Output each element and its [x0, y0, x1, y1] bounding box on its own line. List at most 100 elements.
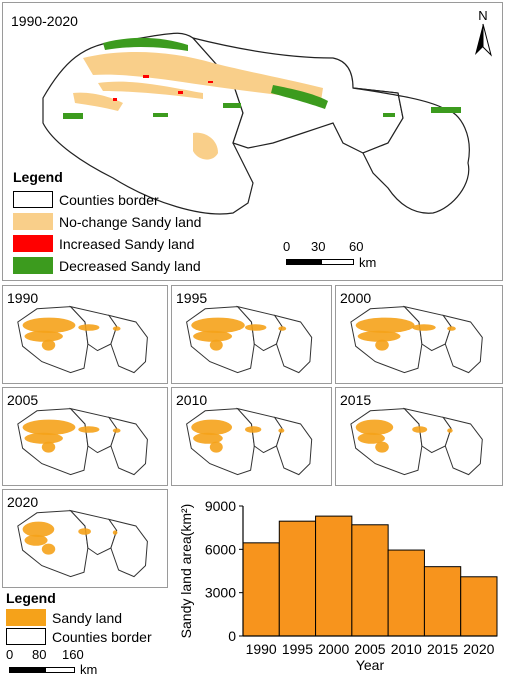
legend-label-sandy: Sandy land [52, 609, 123, 626]
sandy-land-patch [22, 419, 76, 435]
main-legend-item-counties: Counties border [13, 191, 159, 208]
sandy-land-patch [357, 432, 385, 444]
small-scale-tick-0: 0 [6, 647, 14, 662]
legend-label-counties: Counties border [59, 191, 159, 208]
sandy-land-patch [24, 432, 63, 444]
sandy-land-patch [193, 330, 233, 342]
main-scale-bar-black [286, 259, 321, 265]
x-tick-label: 2000 [318, 641, 349, 657]
year-map-title-2020: 2020 [7, 494, 39, 510]
bar-2020 [460, 576, 498, 637]
sandy-land-patch [278, 326, 287, 331]
decreased-sandy-patches [63, 37, 461, 119]
sandy-land-patch [22, 317, 76, 333]
year-map-panel-1990: 1990 [2, 285, 168, 384]
sandy-land-patch [22, 521, 55, 537]
x-tick-label: 1995 [282, 641, 313, 657]
bar-2015 [423, 566, 462, 637]
sandy-land-patch [375, 441, 389, 453]
small-scale-bar-white [45, 667, 75, 673]
main-legend-item-decreased: Decreased Sandy land [13, 257, 201, 274]
small-legend-item-counties: Counties border [6, 628, 152, 645]
legend-label-increased: Increased Sandy land [59, 235, 195, 252]
year-map-title-2000: 2000 [340, 290, 372, 306]
north-arrow: N [471, 7, 495, 59]
year-map-title-2015: 2015 [340, 392, 372, 408]
sandy-land-patch [245, 324, 267, 331]
county-border-east [352, 87, 470, 214]
y-tick-label: 3000 [205, 585, 236, 601]
sandy-area-bar-chart: 0 3000 6000 9000 1990 1995 2000 2005 2010 2015 202… [178, 498, 498, 673]
year-map-canvas-2005 [17, 407, 148, 476]
county-border-east [273, 314, 313, 374]
bar-1995 [278, 520, 317, 637]
y-tick-label: 9000 [205, 498, 236, 514]
bar-2010 [387, 549, 425, 637]
legend-swatch-nochange [13, 213, 53, 230]
bar-1990 [242, 542, 280, 637]
main-scale-bar: 0 30 60 km [281, 239, 391, 273]
main-scale-tick-30: 30 [311, 239, 326, 254]
bar-2000 [315, 515, 353, 637]
sandy-land-patch [447, 326, 456, 331]
sandy-land-patch [355, 419, 394, 435]
x-axis-title: Year [356, 657, 385, 673]
x-tick-label: 2010 [391, 641, 422, 657]
legend-swatch-sandy [6, 609, 46, 626]
sandy-land-patch [191, 317, 245, 333]
sandy-land-patch [112, 326, 121, 331]
x-tick-label: 2005 [354, 641, 385, 657]
sandy-land-patch [355, 317, 415, 333]
sandy-land-patch [278, 428, 285, 433]
small-scale-bar-black [9, 667, 45, 673]
county-border-east [273, 416, 313, 476]
main-scale-bar-white [321, 259, 354, 265]
county-border-east [107, 416, 148, 476]
year-map-panel-2000: 2000 [335, 285, 503, 384]
increased-sandy-patches [113, 75, 213, 101]
year-map-canvas-2020 [17, 509, 148, 578]
legend-swatch-decreased [13, 257, 53, 274]
sandy-land-patches [73, 51, 323, 160]
main-legend-item-increased: Increased Sandy land [13, 235, 194, 252]
county-border-east [442, 314, 483, 374]
year-map-canvas-1995 [186, 305, 313, 374]
y-tick-label: 0 [228, 628, 236, 644]
year-map-panel-2020: 2020 [2, 489, 168, 588]
county-border-east [107, 314, 148, 374]
year-map-title-1990: 1990 [7, 290, 39, 306]
sandy-land-patch [447, 428, 453, 433]
sandy-land-patch [191, 419, 233, 435]
legend-swatch-small-counties [6, 628, 46, 645]
sandy-land-patch [209, 339, 223, 351]
main-map-period-title: 1990-2020 [11, 13, 78, 29]
small-legend-item-sandy: Sandy land [6, 609, 122, 626]
year-map-panel-2015: 2015 [335, 387, 503, 486]
small-scale-tick-160: 160 [62, 647, 84, 662]
bar-2005 [351, 524, 389, 637]
year-map-canvas-2010 [186, 407, 313, 476]
sandy-land-patch [193, 432, 223, 444]
main-map-panel: 1990-2020 N [2, 2, 503, 281]
small-legend-title: Legend [6, 590, 56, 606]
sandy-land-patch [78, 324, 100, 331]
main-legend-item-nochange: No-change Sandy land [13, 213, 201, 230]
main-scale-tick-60: 60 [349, 239, 364, 254]
sandy-land-patch [41, 543, 56, 555]
sandy-land-patch [41, 441, 56, 453]
legend-swatch-increased [13, 235, 53, 252]
year-map-panel-2010: 2010 [171, 387, 332, 486]
sandy-land-patch [357, 330, 401, 342]
north-label: N [478, 8, 487, 23]
y-tick-label: 6000 [205, 541, 236, 557]
main-scale-tick-0: 0 [283, 239, 291, 254]
year-map-title-2010: 2010 [176, 392, 208, 408]
county-border-east [442, 416, 483, 476]
year-map-canvas-2000 [350, 305, 483, 374]
small-scale-tick-80: 80 [32, 647, 47, 662]
legend-swatch-counties [13, 191, 53, 208]
north-arrow-icon: N [475, 8, 492, 57]
year-map-canvas-2015 [350, 407, 483, 476]
legend-label-decreased: Decreased Sandy land [59, 257, 201, 274]
year-map-canvas-1990 [17, 305, 148, 374]
